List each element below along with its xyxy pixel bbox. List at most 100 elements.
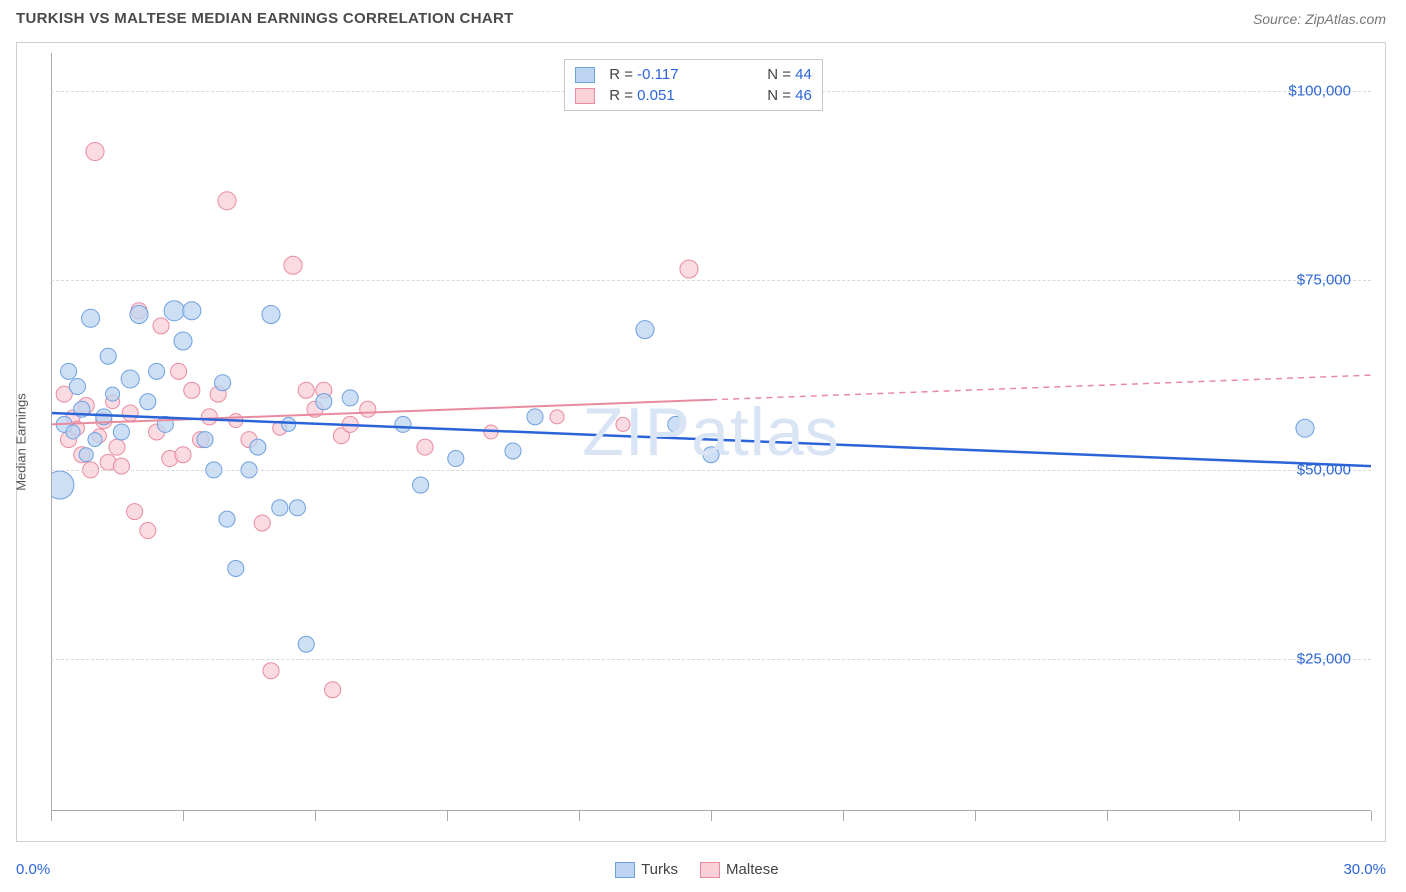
plot-area: ZIPatlas $25,000$50,000$75,000$100,000 xyxy=(51,53,1371,811)
data-point xyxy=(149,363,165,379)
data-point xyxy=(175,447,191,463)
source-label: Source: ZipAtlas.com xyxy=(1253,11,1386,27)
data-point xyxy=(184,382,200,398)
yaxis-line xyxy=(51,53,52,811)
data-point xyxy=(171,363,187,379)
ytick-label: $50,000 xyxy=(1297,461,1351,478)
xtick xyxy=(447,811,448,821)
data-point xyxy=(127,504,143,520)
data-point xyxy=(183,302,201,320)
xaxis-start-label: 0.0% xyxy=(16,861,50,878)
data-point xyxy=(316,394,332,410)
data-point xyxy=(289,500,305,516)
data-point xyxy=(272,500,288,516)
data-point xyxy=(284,256,302,274)
chart-container: TURKISH VS MALTESE MEDIAN EARNINGS CORRE… xyxy=(0,0,1406,892)
data-point xyxy=(218,192,236,210)
xtick xyxy=(975,811,976,821)
data-point xyxy=(254,515,270,531)
data-point xyxy=(395,416,411,432)
data-point xyxy=(79,448,93,462)
data-point xyxy=(298,636,314,652)
data-point xyxy=(130,306,148,324)
data-point xyxy=(106,387,120,401)
gridline xyxy=(51,280,1371,281)
chart-box: Median Earnings ZIPatlas $25,000$50,000$… xyxy=(16,42,1386,842)
data-point xyxy=(668,416,684,432)
data-point xyxy=(66,425,80,439)
stats-legend-row: R = 0.051 N = 46 xyxy=(575,85,812,106)
n-label: N = 44 xyxy=(767,66,812,83)
data-point xyxy=(113,458,129,474)
data-point xyxy=(505,443,521,459)
data-point xyxy=(413,477,429,493)
data-point xyxy=(61,363,77,379)
data-point xyxy=(51,471,74,499)
ytick-label: $100,000 xyxy=(1288,82,1351,99)
n-label: N = 46 xyxy=(767,87,812,104)
xtick xyxy=(1107,811,1108,821)
data-point xyxy=(417,439,433,455)
data-point xyxy=(703,447,719,463)
xtick xyxy=(183,811,184,821)
data-point xyxy=(282,417,296,431)
stats-legend: R = -0.117 N = 44 R = 0.051 N = 46 xyxy=(564,59,823,111)
data-point xyxy=(86,143,104,161)
xtick xyxy=(1371,811,1372,821)
yaxis-label: Median Earnings xyxy=(14,344,29,442)
r-label: R = -0.117 xyxy=(609,66,759,83)
data-point xyxy=(113,424,129,440)
legend-swatch xyxy=(700,862,720,878)
trend-line xyxy=(711,375,1371,400)
stats-legend-row: R = -0.117 N = 44 xyxy=(575,64,812,85)
legend-swatch xyxy=(575,67,595,83)
data-point xyxy=(109,439,125,455)
legend-swatch xyxy=(615,862,635,878)
data-point xyxy=(100,348,116,364)
xtick xyxy=(1239,811,1240,821)
data-point xyxy=(262,306,280,324)
data-point xyxy=(122,405,138,421)
xtick xyxy=(579,811,580,821)
data-point xyxy=(82,309,100,327)
ytick-label: $25,000 xyxy=(1297,651,1351,668)
data-point xyxy=(140,523,156,539)
data-point xyxy=(550,410,564,424)
data-point xyxy=(153,318,169,334)
ytick-label: $75,000 xyxy=(1297,272,1351,289)
data-point xyxy=(636,321,654,339)
gridline xyxy=(51,470,1371,471)
data-point xyxy=(680,260,698,278)
xtick xyxy=(711,811,712,821)
data-point xyxy=(219,511,235,527)
data-point xyxy=(201,409,217,425)
data-point xyxy=(298,382,314,398)
data-point xyxy=(342,390,358,406)
data-point xyxy=(174,332,192,350)
scatter-svg xyxy=(51,53,1371,811)
data-point xyxy=(360,401,376,417)
legend-item: Maltese xyxy=(700,861,779,878)
xaxis-end-label: 30.0% xyxy=(1343,861,1386,878)
chart-title: TURKISH VS MALTESE MEDIAN EARNINGS CORRE… xyxy=(16,10,514,27)
data-point xyxy=(1296,419,1314,437)
r-label: R = 0.051 xyxy=(609,87,759,104)
data-point xyxy=(263,663,279,679)
legend-swatch xyxy=(575,88,595,104)
data-point xyxy=(448,451,464,467)
gridline xyxy=(51,659,1371,660)
data-point xyxy=(616,417,630,431)
data-point xyxy=(250,439,266,455)
data-point xyxy=(88,433,102,447)
data-point xyxy=(69,379,85,395)
header: TURKISH VS MALTESE MEDIAN EARNINGS CORRE… xyxy=(0,0,1406,33)
data-point xyxy=(527,409,543,425)
data-point xyxy=(164,301,184,321)
data-point xyxy=(325,682,341,698)
data-point xyxy=(228,560,244,576)
data-point xyxy=(121,370,139,388)
data-point xyxy=(197,432,213,448)
xtick xyxy=(843,811,844,821)
data-point xyxy=(140,394,156,410)
xtick xyxy=(51,811,52,821)
